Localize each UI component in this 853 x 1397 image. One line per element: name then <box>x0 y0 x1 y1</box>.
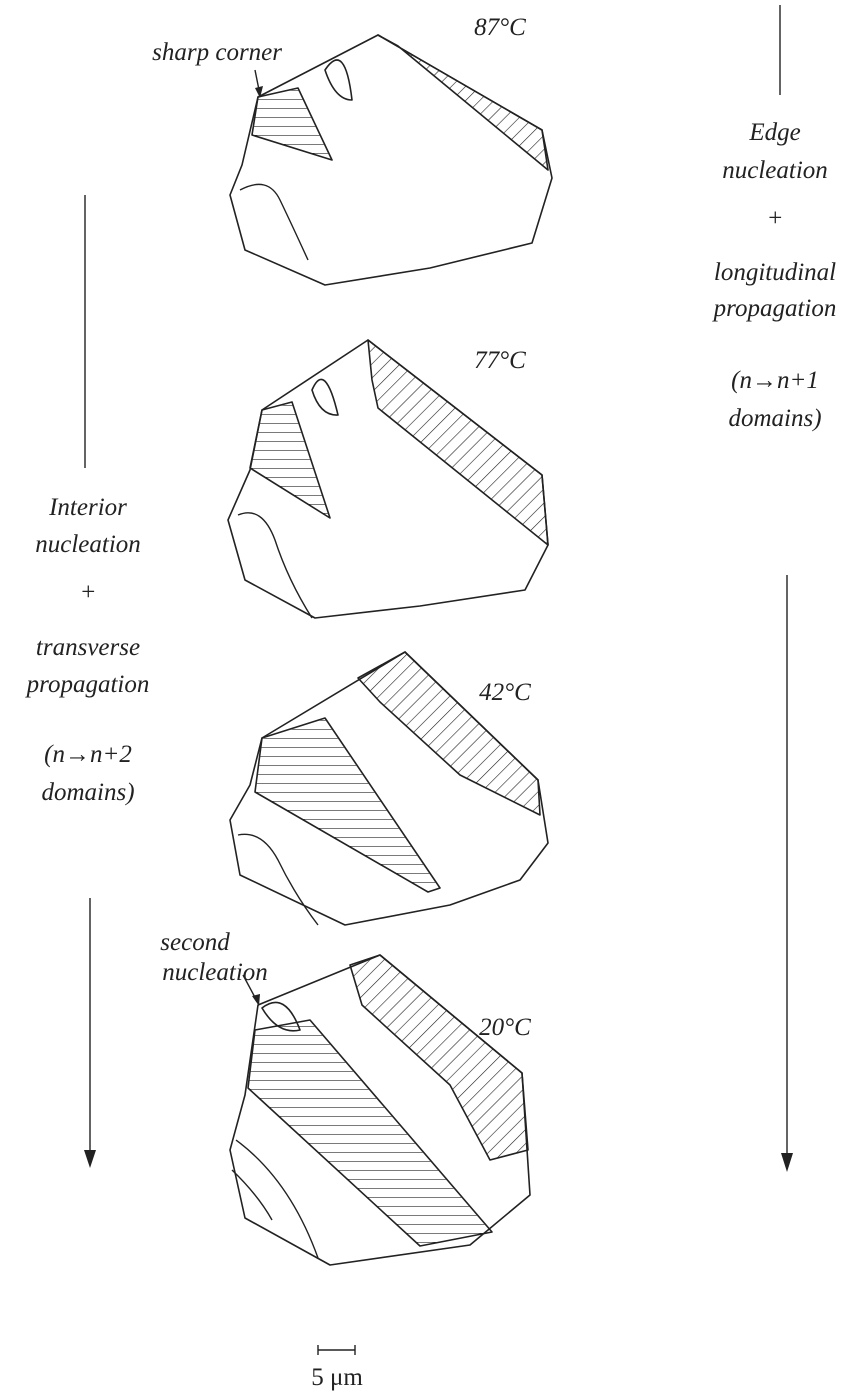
label-line: + <box>767 205 784 232</box>
temperature: 20°C <box>479 1014 531 1041</box>
right-label: Edge nucleation + longitudinal propagation (n… <box>712 119 837 432</box>
annotation: second <box>160 929 230 956</box>
label-line: + <box>80 579 97 606</box>
crystal-20 <box>229 954 531 1266</box>
annotation: sharp corner <box>152 39 282 66</box>
label-line: domains) <box>728 405 821 432</box>
temperature: 42°C <box>479 679 531 706</box>
label-line: transverse <box>36 634 140 661</box>
scale-bar: 5 μm <box>311 1345 363 1391</box>
label-line: nucleation <box>35 531 141 558</box>
label-line: Interior <box>48 494 127 521</box>
temperature: 87°C <box>474 14 526 41</box>
label-line: (n→n+2 <box>44 741 132 768</box>
label-line: Edge <box>748 119 800 146</box>
scale-label: 5 μm <box>311 1364 363 1391</box>
annotation: nucleation <box>162 959 268 986</box>
label-line: propagation <box>25 671 150 698</box>
arrow-head <box>781 1153 793 1172</box>
label-line: (n→n+1 <box>731 367 819 394</box>
crystal-87 <box>229 34 553 286</box>
label-line: domains) <box>41 779 134 806</box>
crystal-42 <box>229 651 549 926</box>
label-line: longitudinal <box>714 259 836 286</box>
label-line: propagation <box>712 295 837 322</box>
arrow-head <box>84 1150 96 1168</box>
left-label: Interior nucleation + transverse propagation… <box>25 494 150 806</box>
temperature: 77°C <box>474 347 526 374</box>
crystal-77 <box>227 339 549 619</box>
label-line: nucleation <box>722 157 828 184</box>
